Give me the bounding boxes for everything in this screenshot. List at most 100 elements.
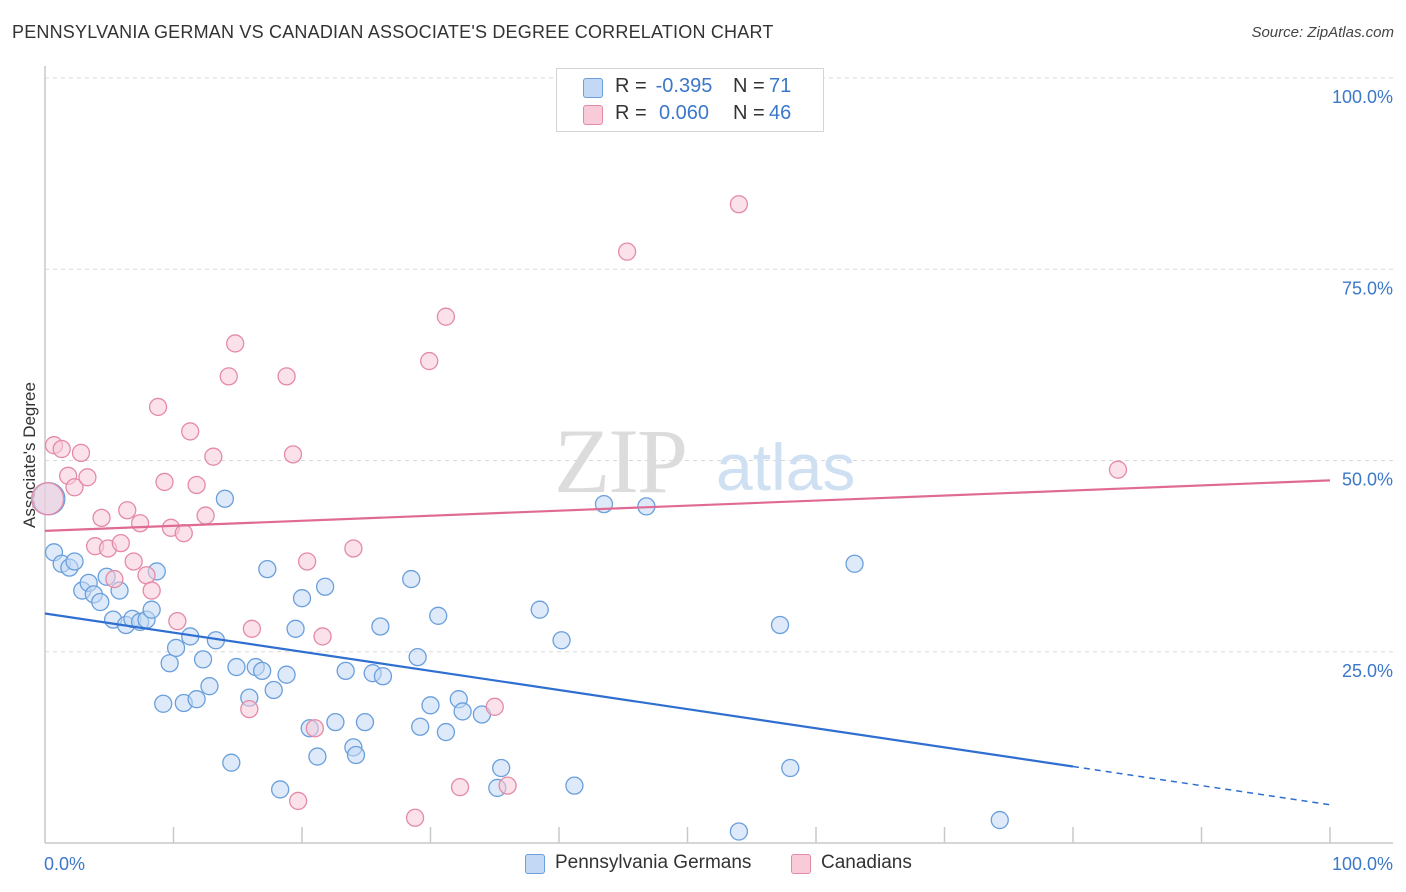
data-points [30,195,1128,841]
pennsylvania-german-point [336,661,355,681]
canadian-point [242,619,262,638]
pennsylvania-german-point [215,489,235,508]
canadian-point [313,627,332,646]
pennsylvania-german-point [326,712,345,732]
pennsylvania-german-point [187,690,206,709]
canadian-point [71,443,91,463]
canadian-point [405,808,425,827]
pennsylvania-german-point [142,600,161,619]
canadian-point [436,307,456,326]
y-tick-label: 100.0% [1332,87,1393,107]
legend-row-canadians: R = 0.060 N = 46 [557,101,823,127]
y-tick-label: 50.0% [1342,470,1393,490]
pennsylvania-german-point [530,600,549,619]
canadian-point [617,242,637,261]
pennsylvania-german-point [552,631,571,650]
canadian-point [124,552,143,571]
correlation-legend: R = -0.395 N = 71 R = 0.060 N = 46 [556,68,824,132]
x-tick-labels: 0.0% 100.0% [44,854,1393,874]
legend-r-value: 0.060 [658,102,710,124]
canadian-point [155,472,174,492]
pennsylvania-german-point [154,694,173,713]
pennsylvania-german-point [193,650,213,669]
pennsylvania-german-point [227,657,246,677]
pennsylvania-german-point [200,677,219,696]
canadian-point [288,791,308,811]
canadian-point [277,367,296,386]
canadian-point [420,351,439,371]
pennsylvania-german-point [166,638,186,658]
legend-n-value: 46 [769,102,792,124]
pennsylvania-german-point [308,747,327,766]
chart-source: Source: ZipAtlas.com [1251,24,1394,41]
canadian-point [485,697,504,716]
watermark: ZIP atlas [554,410,855,512]
canadian-point [168,612,187,631]
canadian-point [305,719,325,738]
canadian-point [297,552,317,571]
legend-swatch-pink [583,105,603,125]
x-tick-label: 100.0% [1332,854,1393,874]
pennsylvania-german-point [222,753,241,772]
canadian-point [1108,460,1128,479]
canadian-point [219,367,238,386]
pennsylvania-german-point [421,696,440,715]
legend-swatch-blue [583,78,603,98]
series-label: Canadians [821,852,912,873]
pennsylvania-german-point [845,554,864,573]
pennsylvania-german-point [565,776,584,795]
legend-n-label: N = [733,102,765,124]
y-tick-labels: 25.0% 50.0% 75.0% 100.0% [1332,87,1393,681]
pennsylvania-german-point [371,617,390,636]
x-tick-label: 0.0% [44,854,85,874]
pennsylvania-german-point [346,745,366,765]
pennsylvania-german-point [264,680,283,700]
canadian-point [498,776,517,795]
legend-n-value: 71 [769,75,792,97]
canadian-point [52,439,71,459]
canadian-point [142,581,161,600]
pennsylvania-german-point [292,589,312,608]
axes [44,66,1393,844]
watermark-atlas: atlas [716,430,855,504]
chart-title: PENNSYLVANIA GERMAN VS CANADIAN ASSOCIAT… [12,22,774,42]
pennsylvania-german-point [729,822,749,841]
canadian-point [344,539,363,558]
canadian-point [729,195,749,214]
y-tick-label: 25.0% [1342,661,1393,681]
pennsylvania-german-point [160,654,179,673]
pennsylvania-german-point [315,577,335,596]
pennsylvania-german-trend-extension [1072,765,1331,806]
pennsylvania-german-point [990,810,1009,830]
pennsylvania-german-point [781,758,800,778]
canadian-point [137,566,156,585]
canadian-point [226,334,245,353]
pennsylvania-german-trend-line [44,612,1074,768]
trend-lines [44,479,1331,806]
canadian-point [174,524,193,543]
canadian-trend-line [44,479,1331,532]
watermark-zip: ZIP [554,410,686,512]
canadian-point [196,506,215,525]
grid-lines [45,77,1393,653]
canadian-point [187,475,206,495]
canadian-point [240,699,259,719]
canadian-point [450,778,470,797]
canadian-point [204,447,223,466]
pennsylvania-german-point [65,552,84,571]
legend-row-pennsylvania-germans: R = -0.395 N = 71 [557,74,823,100]
pennsylvania-german-point [286,619,305,638]
series-swatch-blue [525,854,545,874]
legend-n-label: N = [733,75,765,97]
pennsylvania-german-point [411,717,430,736]
legend-r-label: R = [615,102,647,124]
pennsylvania-german-point [253,661,272,681]
legend-r-label: R = [615,75,647,97]
pennsylvania-german-point [402,569,421,589]
pennsylvania-german-point [355,712,375,732]
pennsylvania-german-point [453,702,472,721]
canadian-point [30,482,65,516]
pennsylvania-german-point [436,722,456,742]
pennsylvania-german-point [429,606,448,625]
